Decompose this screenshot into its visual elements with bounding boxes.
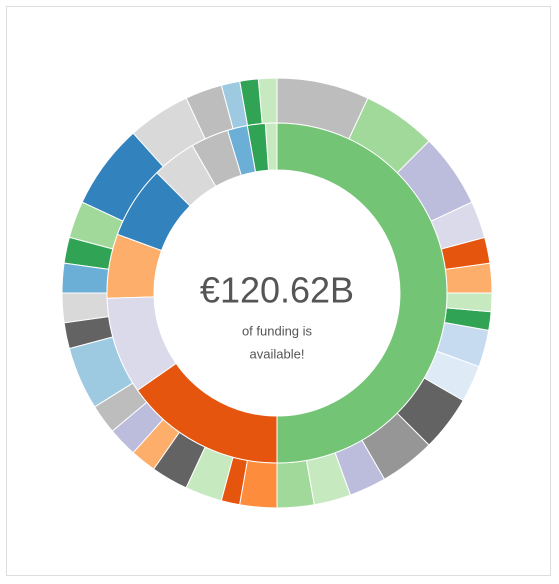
sunburst-segment	[191, 129, 242, 188]
center-value: €120.62B	[200, 270, 354, 311]
sunburst-segment	[106, 233, 163, 299]
center-text: available!	[250, 346, 305, 361]
sunburst-segment	[156, 144, 217, 207]
panel	[6, 6, 551, 576]
sunburst-segment	[106, 296, 177, 392]
center-text: of funding is	[242, 323, 313, 338]
sunburst-segment	[136, 362, 278, 464]
sunburst-segment	[116, 172, 191, 252]
sunburst-segment	[276, 122, 448, 464]
sunburst-segment	[226, 125, 257, 176]
sunburst-segment	[246, 122, 270, 173]
